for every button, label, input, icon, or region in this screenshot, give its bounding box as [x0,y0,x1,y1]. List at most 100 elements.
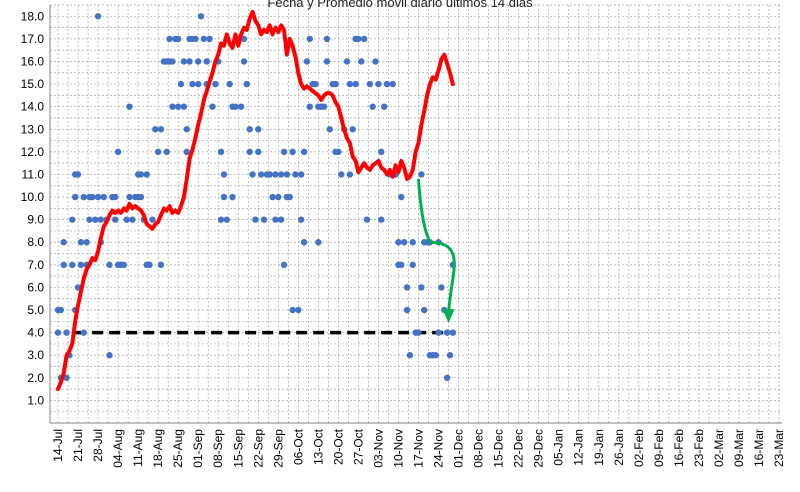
scatter-point [323,35,331,43]
scatter-point [286,193,293,201]
scatter-point [83,239,90,246]
scatter-point [89,193,96,201]
scatter-point [243,80,251,88]
scatter-point [255,148,262,156]
scatter-point [252,216,259,223]
scatter-point [275,193,282,201]
y-tick-label: 4.0 [27,326,44,340]
scatter-point [255,126,262,133]
scatter-point [217,148,225,156]
chart-title: Fecha y Promedio movil diario ultimos 14… [267,0,533,10]
scatter-point [300,148,308,156]
scatter-point [409,261,416,269]
scatter-point [91,216,99,223]
scatter-point [183,148,190,156]
scatter-point [332,80,339,88]
scatter-point [194,80,202,88]
x-tick-label: 03-Nov [371,429,385,468]
scatter-point [406,352,414,359]
x-tick-label: 19-Jan [592,429,606,466]
x-tick-label: 15-Sep [231,429,245,468]
scatter-point [335,148,342,156]
x-tick-label: 10-Nov [391,429,405,468]
scatter-point [157,126,165,133]
x-tick-label: 12-Jan [572,429,586,466]
scatter-point [298,216,305,223]
scatter-point [114,148,122,156]
x-tick-label: 16-Mar [752,429,766,467]
scatter-point [352,80,359,88]
scatter-point [443,374,451,382]
scatter-point [106,352,113,359]
scatter-point [326,126,334,133]
scatter-point [403,306,411,314]
scatter-point [378,148,385,156]
y-tick-label: 13.0 [21,122,45,136]
scatter-point [63,329,70,336]
x-tick-label: 16-Feb [672,429,686,467]
scatter-point [69,261,76,269]
x-tick-label: 24-Nov [432,429,446,468]
x-tick-label: 25-Aug [171,429,185,468]
scatter-point [383,80,391,88]
scatter-point [60,261,67,269]
scatter-point [298,171,305,178]
scatter-point [240,58,248,65]
scatter-point [432,352,439,359]
y-tick-label: 2.0 [27,371,44,385]
x-tick-label: 21-Jul [71,429,85,462]
y-tick-label: 8.0 [27,235,44,249]
scatter-point [338,171,345,178]
scatter-point [277,216,285,223]
scatter-point [137,193,145,201]
scatter-point [389,80,396,88]
scatter-point [126,193,133,201]
x-tick-label: 11-Aug [131,429,145,467]
scatter-point [169,58,176,65]
scatter-point [177,80,185,88]
scatter-point [232,103,239,110]
scatter-point [126,103,133,110]
x-tick-label: 17-Nov [412,429,426,468]
scatter-point [378,216,385,223]
scatter-point [269,193,276,201]
y-tick-label: 15.0 [21,77,45,91]
x-tick-label: 26-Jan [612,429,626,466]
scatter-point [189,80,196,88]
y-tick-label: 14.0 [21,100,45,114]
scatter-point [54,329,62,336]
scatter-point [320,103,328,110]
scatter-point [446,352,454,359]
scatter-point [355,35,362,43]
scatter-point [372,58,379,65]
scatter-point [57,306,65,314]
scatter-point [157,261,165,269]
y-tick-label: 12.0 [21,145,45,159]
scatter-point [237,103,245,110]
x-tick-label: 01-Sep [191,429,205,468]
scatter-point [358,58,365,65]
scatter-point [186,58,193,65]
y-tick-label: 16.0 [21,54,45,68]
scatter-point [277,171,285,178]
scatter-point [163,148,170,156]
scatter-point [192,35,199,43]
scatter-point [120,261,128,269]
y-axis-tick-labels: 1.0 2.0 3.0 4.0 5.0 6.0 7.0 8.0 9.0 10.0 11.0 12.0 1… [21,9,45,407]
y-tick-label: 3.0 [27,348,44,362]
scatter-point [280,261,288,269]
scatter-point [401,239,408,246]
x-tick-label: 23-Mar [772,429,786,467]
scatter-point [343,58,351,65]
scatter-point [174,103,182,110]
scatter-point [292,171,299,178]
scatter-point [209,103,216,110]
scatter-point [77,239,85,246]
scatter-point [303,58,311,65]
scatter-point [443,329,451,336]
scatter-point [360,35,368,43]
scatter-point [438,284,445,291]
scatter-point [346,80,354,88]
